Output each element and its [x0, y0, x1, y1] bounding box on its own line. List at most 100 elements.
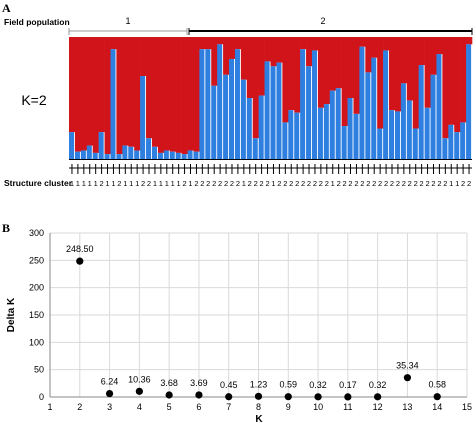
- cluster-value: 1: [171, 179, 175, 188]
- cluster-value: 2: [467, 179, 471, 188]
- bar-blue-segment: [104, 154, 110, 159]
- bar-red-segment: [223, 37, 230, 75]
- cluster-value: 1: [123, 179, 127, 188]
- bar-red-segment: [400, 37, 408, 84]
- bar-red-segment: [92, 37, 99, 153]
- bar-blue-segment: [306, 66, 312, 159]
- cluster-value: 1: [88, 179, 92, 188]
- cluster-value: 1: [188, 179, 192, 188]
- bar-red-segment: [175, 37, 182, 153]
- x-tick-label: 8: [256, 402, 261, 412]
- bar-red-segment: [246, 37, 254, 98]
- cluster-value: 2: [378, 179, 382, 188]
- bar-blue-segment: [199, 49, 205, 160]
- bar-red-segment: [86, 37, 94, 146]
- bar-red-segment: [264, 37, 271, 62]
- x-tick-label: 7: [226, 402, 231, 412]
- bar-blue-segment: [246, 98, 252, 159]
- bar-red-segment: [146, 37, 153, 139]
- cluster-value: 1: [76, 179, 80, 188]
- cluster-value: 2: [218, 179, 222, 188]
- bar-blue-segment: [276, 62, 282, 160]
- deltak-grid: [50, 232, 468, 397]
- bar-blue-segment: [163, 150, 169, 159]
- cluster-value: 2: [236, 179, 240, 188]
- cluster-value: 2: [408, 179, 412, 188]
- x-tick-label: 10: [313, 402, 323, 412]
- bar-blue-segment: [365, 72, 371, 159]
- bar-blue-segment: [347, 98, 353, 159]
- bar-red-segment: [104, 37, 111, 155]
- bar-red-segment: [122, 37, 129, 146]
- bar-blue-segment: [329, 90, 335, 159]
- bar-red-segment: [430, 37, 437, 75]
- cluster-value: 2: [366, 179, 370, 188]
- bar-red-segment: [466, 37, 473, 45]
- x-tick-label: 6: [196, 402, 201, 412]
- deltak-point: [374, 393, 382, 401]
- bar-blue-segment: [288, 110, 294, 159]
- cluster-value: 2: [342, 179, 346, 188]
- cluster-value: 2: [354, 179, 358, 188]
- cluster-value: 2: [277, 179, 281, 188]
- cluster-value: 1: [449, 179, 453, 188]
- cluster-value: 2: [194, 179, 198, 188]
- deltak-point: [344, 393, 352, 401]
- deltak-point: [76, 257, 84, 265]
- cluster-value: 2: [384, 179, 388, 188]
- population-1-bracket: [68, 28, 188, 35]
- bar-blue-segment: [193, 151, 199, 159]
- cluster-value: 2: [254, 179, 258, 188]
- cluster-value: 1: [94, 179, 98, 188]
- deltak-data-label: 0.58: [428, 380, 446, 390]
- cluster-value: 2: [337, 179, 341, 188]
- cluster-value: 2: [283, 179, 287, 188]
- structure-bars: [69, 37, 473, 160]
- bar-red-segment: [347, 37, 354, 98]
- bar-red-segment: [211, 37, 218, 86]
- cluster-value: 1: [135, 179, 139, 188]
- bar-red-segment: [341, 37, 348, 127]
- bar-blue-segment: [258, 95, 264, 159]
- bar-red-segment: [323, 37, 331, 105]
- bar-red-segment: [187, 37, 194, 151]
- bar-red-segment: [69, 37, 76, 133]
- bar-red-segment: [193, 37, 200, 152]
- deltak-point: [314, 393, 322, 401]
- deltak-points: [76, 257, 441, 401]
- x-tick-label: 9: [286, 402, 291, 412]
- bar-red-segment: [252, 37, 259, 139]
- bar-red-segment: [116, 37, 123, 155]
- y-tick-label: 300: [29, 228, 44, 238]
- cluster-value: 1: [242, 179, 246, 188]
- bar-red-segment: [359, 37, 366, 47]
- bar-blue-segment: [466, 44, 472, 159]
- bar-blue-segment: [223, 74, 229, 159]
- y-tick-label: 100: [29, 337, 44, 347]
- cluster-value: 2: [100, 179, 104, 188]
- x-tick-label: 14: [432, 402, 442, 412]
- bar-blue-segment: [394, 111, 400, 159]
- bar-blue-segment: [389, 110, 395, 159]
- bar-red-segment: [80, 37, 88, 151]
- bar-blue-segment: [377, 128, 383, 159]
- bar-red-segment: [300, 37, 307, 50]
- bar-blue-segment: [460, 122, 466, 159]
- bar-red-segment: [317, 37, 325, 108]
- structure-ticks: [69, 164, 472, 174]
- cluster-value: 2: [313, 179, 317, 188]
- deltak-point: [254, 392, 263, 400]
- bar-red-segment: [270, 37, 277, 67]
- cluster-value: 1: [105, 179, 109, 188]
- bar-blue-segment: [270, 66, 276, 159]
- deltak-point: [225, 393, 233, 401]
- y-tick-label: 0: [39, 392, 44, 402]
- cluster-value: 2: [360, 179, 364, 188]
- bar-red-segment: [282, 37, 289, 123]
- bar-blue-segment: [98, 132, 104, 159]
- bar-red-segment: [371, 37, 378, 58]
- cluster-value: 1: [159, 179, 163, 188]
- y-tick-label: 150: [29, 310, 44, 320]
- deltak-point: [284, 393, 292, 401]
